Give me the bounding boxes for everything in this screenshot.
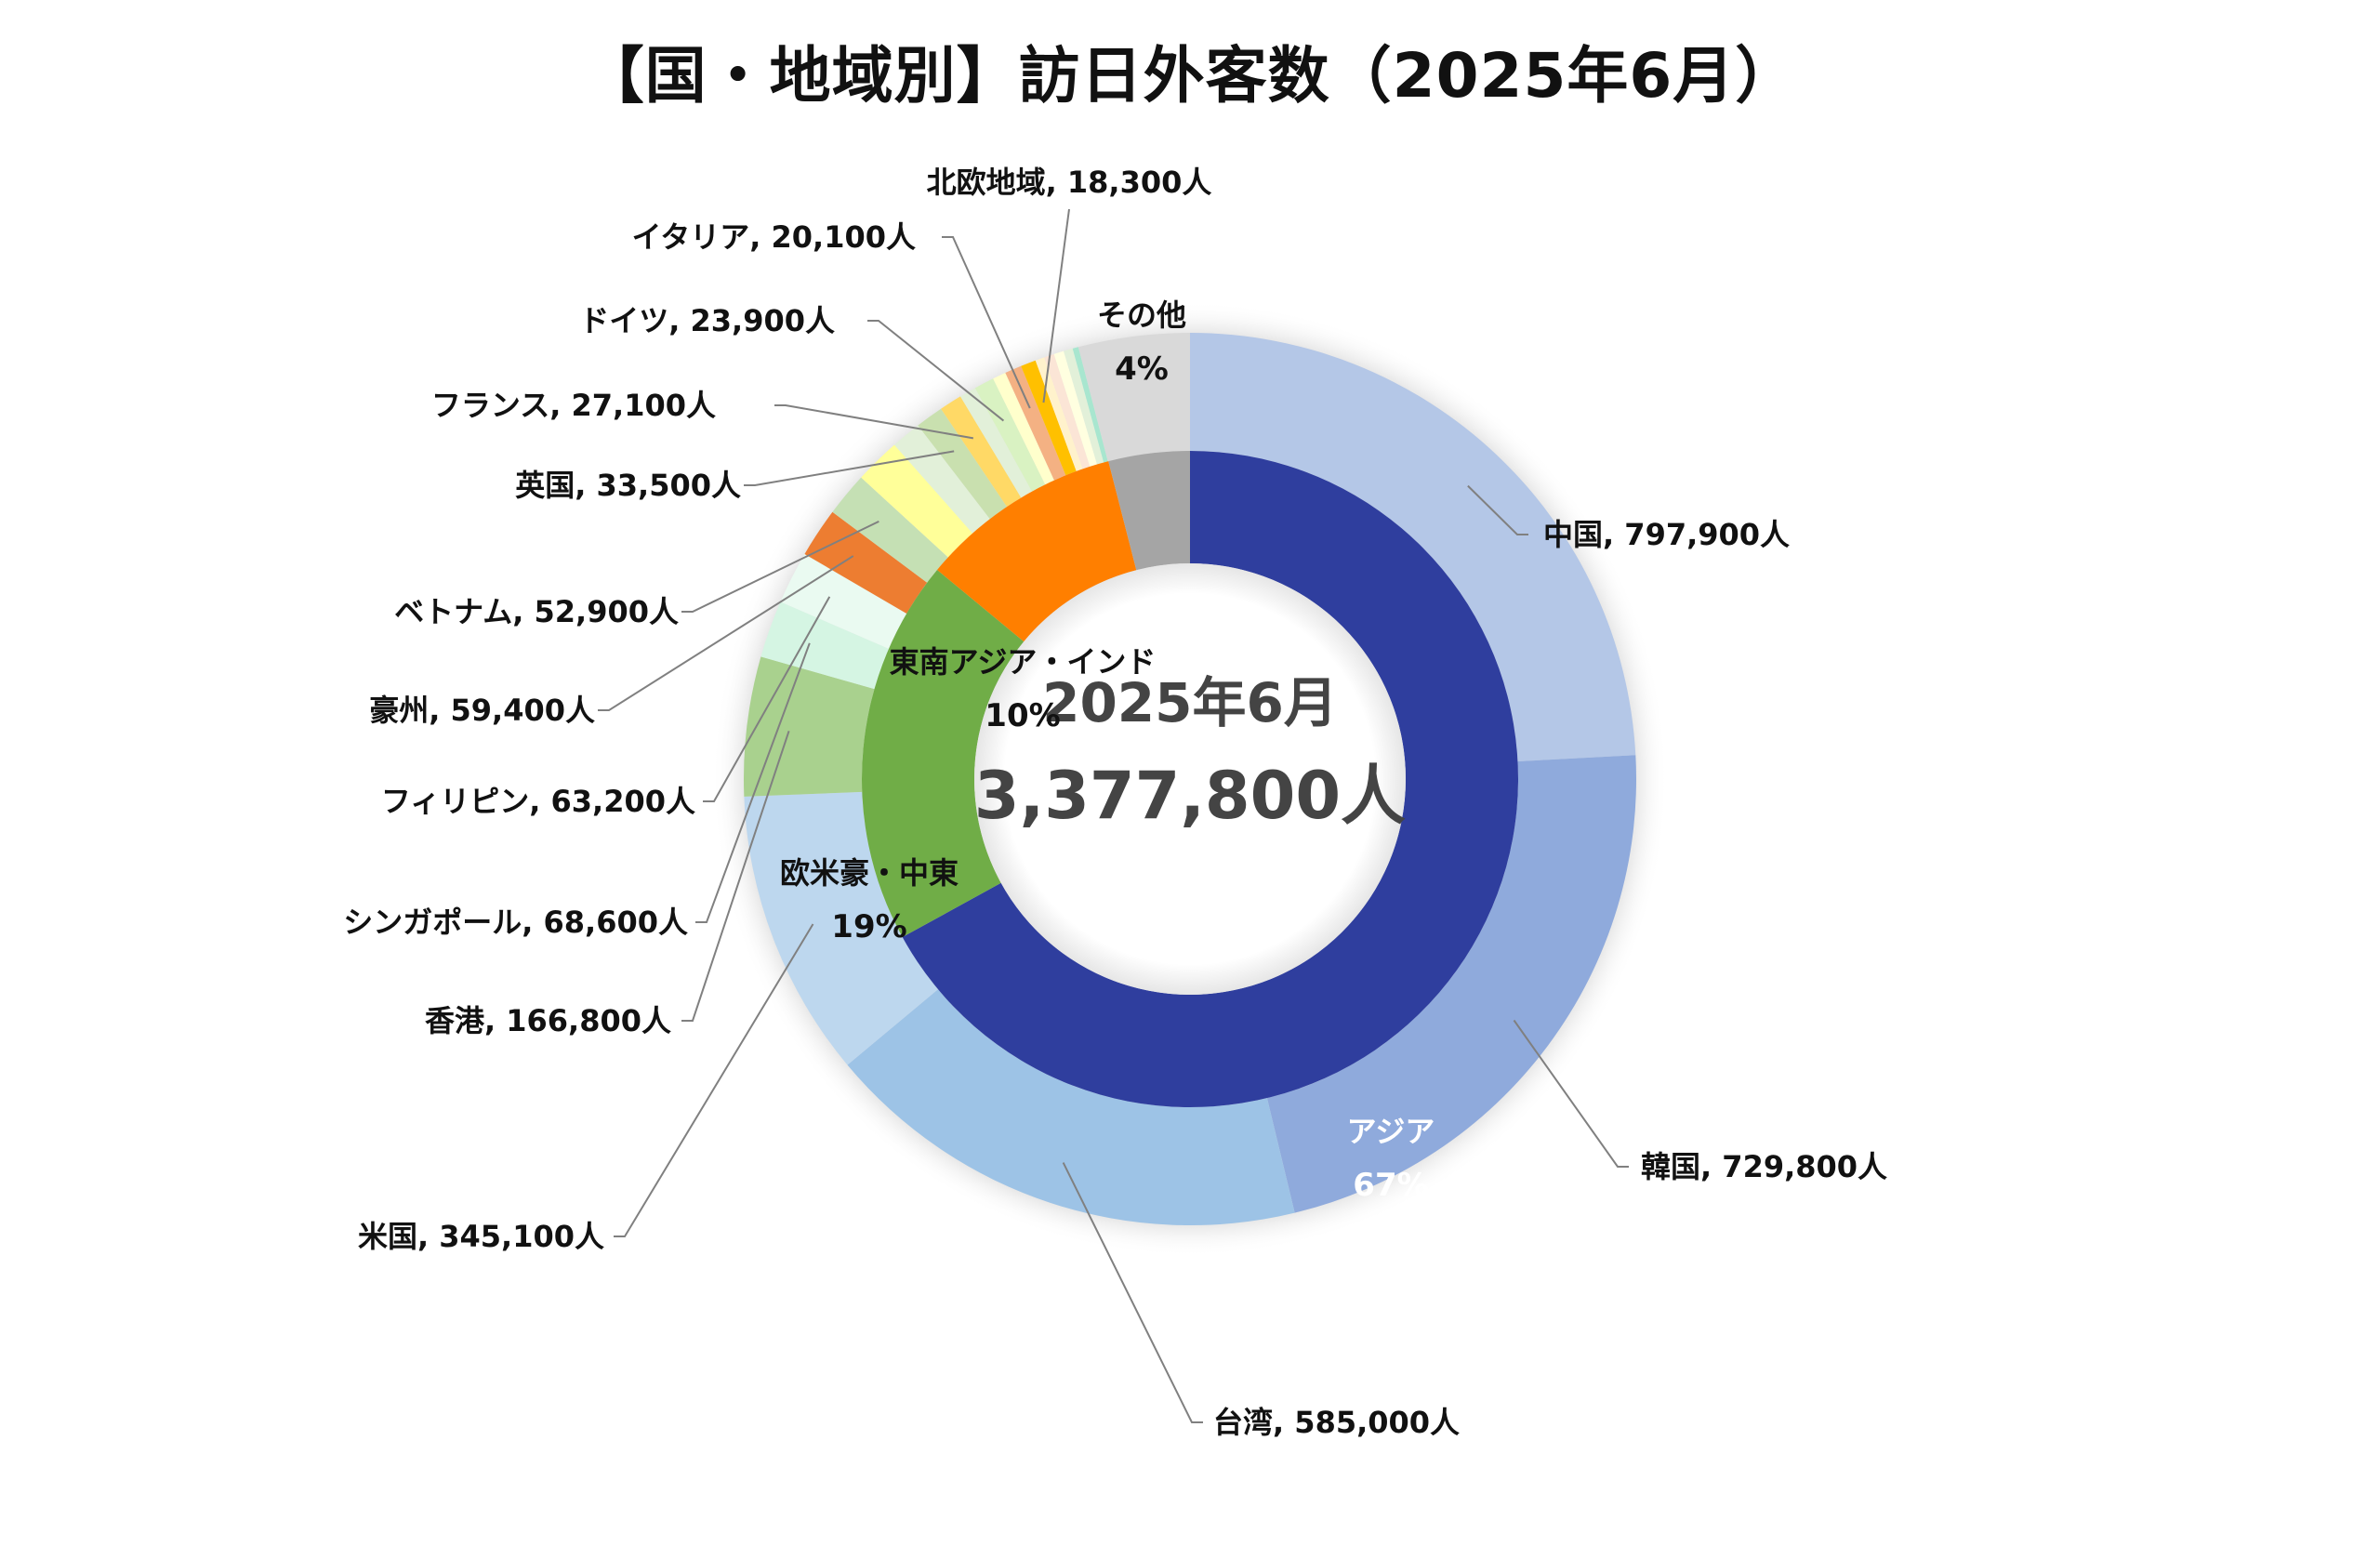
outer-label-6: フィリピン, 63,200人 xyxy=(381,784,695,819)
outer-slice-16 xyxy=(1005,365,1066,481)
leader-line-14 xyxy=(867,320,1005,422)
outer-slice-18 xyxy=(1035,357,1083,471)
outer-slice-17 xyxy=(1021,360,1077,476)
inner-label-name-2: 東南アジア・インド xyxy=(890,644,1157,680)
outer-label-5: シンガポール, 68,600人 xyxy=(343,905,688,940)
outer-label-3: 米国, 345,100人 xyxy=(358,1219,604,1254)
outer-slice-6 xyxy=(780,553,907,649)
inner-label-pct-3: 4% xyxy=(1115,350,1169,388)
outer-slice-0 xyxy=(1190,333,1636,762)
inner-slice-1 xyxy=(862,569,1025,938)
leader-line-3 xyxy=(614,923,814,1237)
outer-slice-2 xyxy=(847,989,1295,1225)
outer-slice-20 xyxy=(1053,350,1098,467)
outer-slice-1 xyxy=(1266,755,1636,1213)
outer-label-7: 豪州, 59,400人 xyxy=(369,693,595,728)
outer-slice-8 xyxy=(832,477,948,583)
leader-line-5 xyxy=(695,642,811,923)
outer-slice-5 xyxy=(760,601,890,690)
leader-line-11 xyxy=(744,450,955,486)
outer-label-17: 北欧地域, 18,300人 xyxy=(927,165,1212,200)
center-month: 2025年6月 xyxy=(1042,671,1338,734)
outer-slice-15 xyxy=(993,373,1054,485)
center-total: 3,377,800人 xyxy=(974,758,1406,834)
inner-slice-0 xyxy=(902,451,1518,1107)
outer-label-11: 英国, 33,500人 xyxy=(515,468,741,503)
leader-line-8 xyxy=(681,520,879,613)
outer-label-4: 香港, 166,800人 xyxy=(425,1003,671,1038)
chart-title: 【国・地域別】訪日外客数（2025年6月） xyxy=(582,40,1798,112)
outer-label-0: 中国, 797,900人 xyxy=(1543,517,1790,552)
outer-slice-19 xyxy=(1044,353,1091,469)
inner-label-pct-0: 67% xyxy=(1353,1167,1428,1204)
leader-line-12 xyxy=(774,404,974,440)
outer-slice-13 xyxy=(959,388,1032,498)
outer-slice-11 xyxy=(918,408,1007,520)
leader-line-0 xyxy=(1467,484,1528,535)
outer-slice-23 xyxy=(1078,333,1190,462)
leader-line-7 xyxy=(598,555,854,711)
leader-line-4 xyxy=(681,730,790,1022)
outer-label-8: ベトナム, 52,900人 xyxy=(394,594,679,629)
leader-line-2 xyxy=(1062,1162,1203,1423)
outer-label-12: フランス, 27,100人 xyxy=(431,388,716,423)
outer-label-2: 台湾, 585,000人 xyxy=(1213,1405,1460,1440)
outer-slice-22 xyxy=(1072,347,1108,463)
inner-label-name-1: 欧米豪・中東 xyxy=(780,855,959,891)
leader-line-16 xyxy=(942,236,1031,409)
outer-slice-3 xyxy=(744,791,938,1065)
inner-label-pct-2: 10% xyxy=(985,697,1060,734)
outer-slice-14 xyxy=(974,378,1046,492)
inner-label-pct-1: 19% xyxy=(831,908,906,945)
leader-line-1 xyxy=(1513,1019,1629,1168)
leader-line-17 xyxy=(1042,208,1070,403)
outer-label-1: 韓国, 729,800人 xyxy=(1641,1149,1887,1184)
donut-hole xyxy=(974,563,1406,995)
inner-label-name-0: アジア xyxy=(1347,1114,1435,1149)
inner-slice-3 xyxy=(1108,451,1190,571)
outer-label-16: イタリア, 20,100人 xyxy=(631,219,916,255)
outer-slice-21 xyxy=(1064,348,1104,465)
inner-slice-2 xyxy=(937,461,1137,642)
outer-label-14: ドイツ, 23,900人 xyxy=(579,303,835,338)
leader-line-6 xyxy=(703,596,831,802)
outer-slice-10 xyxy=(893,425,990,534)
outer-slice-12 xyxy=(941,396,1022,508)
inner-label-name-3: その他 xyxy=(1097,297,1186,333)
outer-slice-9 xyxy=(861,444,973,558)
outer-slice-7 xyxy=(804,511,928,614)
